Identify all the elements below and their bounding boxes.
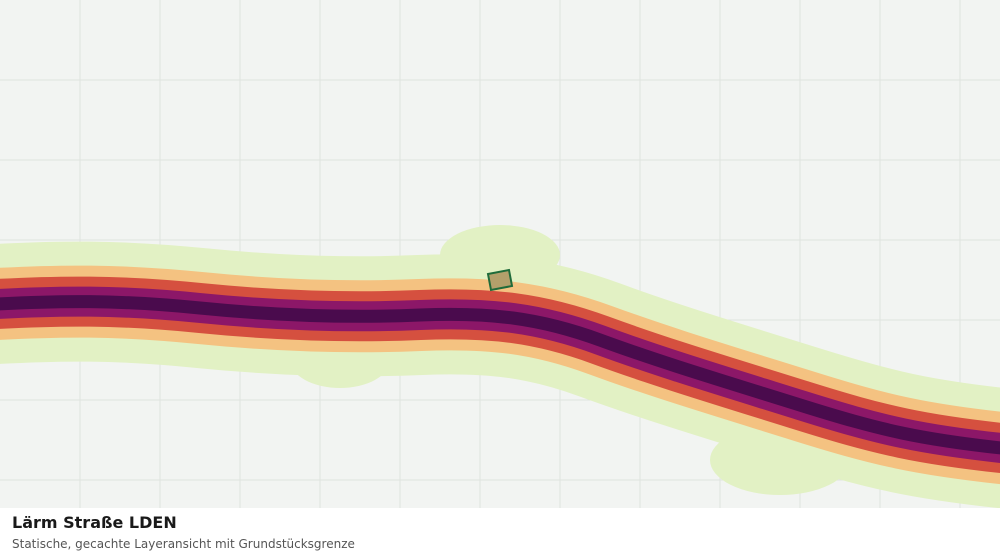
layer-subtitle: Statische, gecachte Layeransicht mit Gru…	[12, 537, 355, 551]
layer-title: Lärm Straße LDEN	[12, 513, 177, 532]
noise-layer	[0, 225, 1000, 509]
parcel-boundary[interactable]	[486, 268, 514, 292]
noise-band-max	[0, 295, 1000, 455]
footer-panel	[0, 508, 1000, 560]
noise-blob	[440, 225, 560, 285]
